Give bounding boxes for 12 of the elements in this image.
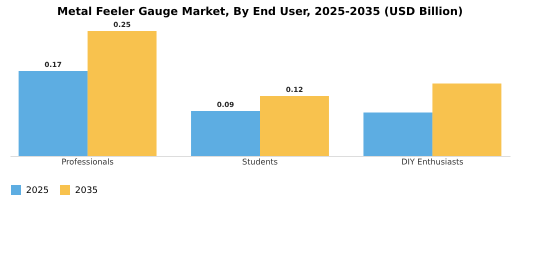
bar — [432, 84, 502, 156]
bar — [88, 31, 157, 156]
legend-label: 2035 — [75, 186, 98, 196]
bar — [18, 71, 88, 156]
legend-label: 2025 — [26, 186, 49, 196]
bar — [260, 96, 329, 156]
bar — [191, 111, 260, 156]
x-tick-label: Students — [242, 158, 278, 166]
bar — [363, 112, 432, 156]
x-tick-label: DIY Enthusiasts — [401, 158, 464, 166]
chart-title: Metal Feeler Gauge Market, By End User, 2025-2035 (USD Billion) — [57, 5, 463, 18]
x-tick-label: Professionals — [61, 158, 114, 166]
